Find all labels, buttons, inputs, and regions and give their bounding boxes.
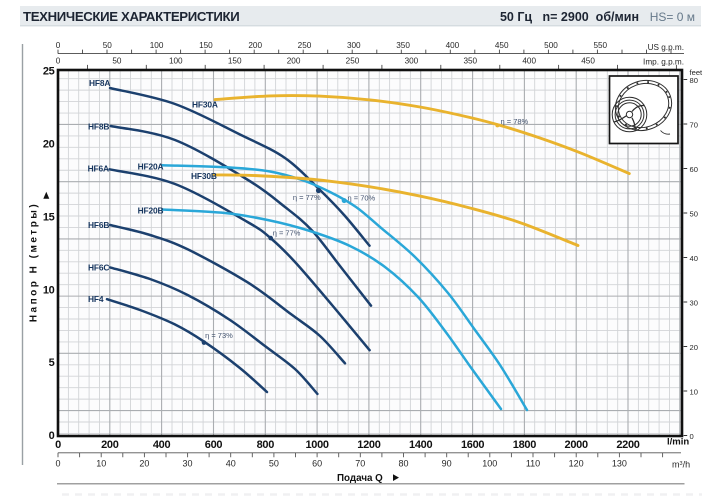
svg-text:Подача Q: Подача Q [337, 473, 383, 484]
svg-text:HF6C: HF6C [88, 263, 109, 273]
svg-text:0: 0 [55, 439, 61, 451]
svg-text:HS= 0 м: HS= 0 м [650, 10, 695, 24]
svg-text:200: 200 [101, 439, 119, 451]
svg-text:η = 78%: η = 78% [501, 117, 529, 126]
svg-text:450: 450 [495, 41, 509, 50]
svg-text:2200: 2200 [616, 439, 639, 451]
svg-text:20: 20 [43, 139, 55, 151]
svg-text:m3/h: m3/h [672, 460, 690, 470]
svg-text:30: 30 [182, 459, 192, 469]
svg-text:80: 80 [690, 76, 698, 85]
svg-text:Напор H (метры): Напор H (метры) [29, 202, 40, 322]
svg-text:70: 70 [355, 459, 365, 469]
svg-text:0: 0 [49, 430, 55, 442]
svg-text:250: 250 [298, 41, 312, 50]
svg-text:50: 50 [690, 209, 698, 218]
svg-text:10: 10 [690, 387, 698, 396]
svg-text:HF8B: HF8B [88, 122, 109, 132]
svg-text:50: 50 [103, 41, 113, 50]
svg-text:20: 20 [690, 343, 698, 352]
svg-text:η = 77%: η = 77% [273, 229, 301, 238]
svg-text:50 Гц n= 2900 об/мин: 50 Гц n= 2900 об/мин [500, 10, 639, 24]
svg-text:550: 550 [593, 41, 607, 50]
svg-text:70: 70 [690, 120, 698, 129]
svg-text:HF20B: HF20B [138, 205, 164, 215]
svg-text:600: 600 [205, 439, 223, 451]
svg-text:80: 80 [398, 459, 408, 469]
svg-text:60: 60 [312, 459, 322, 469]
svg-text:110: 110 [526, 459, 540, 469]
svg-text:60: 60 [690, 165, 698, 174]
svg-text:US g.p.m.: US g.p.m. [648, 43, 684, 52]
svg-text:350: 350 [396, 41, 410, 50]
svg-text:400: 400 [446, 41, 460, 50]
svg-text:50: 50 [269, 459, 279, 469]
svg-text:0: 0 [690, 432, 694, 441]
svg-text:90: 90 [442, 459, 452, 469]
svg-text:feet: feet [690, 68, 704, 77]
svg-text:Imp. g.p.m.: Imp. g.p.m. [643, 58, 684, 67]
svg-text:0: 0 [56, 41, 61, 50]
svg-text:500: 500 [544, 41, 558, 50]
svg-text:350: 350 [463, 56, 477, 65]
svg-text:0: 0 [55, 459, 60, 469]
svg-text:300: 300 [405, 56, 419, 65]
svg-text:150: 150 [199, 41, 213, 50]
svg-text:400: 400 [153, 439, 171, 451]
svg-text:30: 30 [690, 298, 698, 307]
svg-text:1000: 1000 [305, 439, 328, 451]
svg-text:1200: 1200 [357, 439, 380, 451]
svg-text:HF6B: HF6B [88, 220, 109, 230]
svg-text:130: 130 [612, 459, 627, 469]
svg-text:100: 100 [150, 41, 164, 50]
svg-text:200: 200 [287, 56, 301, 65]
svg-text:15: 15 [43, 211, 55, 223]
svg-text:0: 0 [56, 56, 61, 65]
svg-text:800: 800 [257, 439, 275, 451]
svg-text:40: 40 [226, 459, 236, 469]
svg-text:20: 20 [139, 459, 149, 469]
svg-text:HF6A: HF6A [88, 164, 109, 174]
svg-text:200: 200 [248, 41, 262, 50]
svg-text:250: 250 [346, 56, 360, 65]
svg-text:120: 120 [569, 459, 584, 469]
svg-text:HF8A: HF8A [89, 78, 110, 88]
svg-text:10: 10 [96, 459, 106, 469]
svg-text:25: 25 [43, 66, 55, 78]
svg-text:10: 10 [43, 284, 55, 296]
svg-text:l/min: l/min [667, 437, 689, 448]
svg-text:HF20A: HF20A [138, 162, 164, 172]
svg-text:100: 100 [169, 56, 183, 65]
svg-text:η = 73%: η = 73% [205, 331, 233, 340]
svg-text:1800: 1800 [513, 439, 536, 451]
svg-text:50: 50 [112, 56, 122, 65]
svg-text:300: 300 [347, 41, 361, 50]
svg-text:450: 450 [581, 56, 595, 65]
svg-text:5: 5 [49, 357, 55, 369]
svg-text:1400: 1400 [409, 439, 432, 451]
svg-text:2000: 2000 [565, 439, 588, 451]
svg-text:40: 40 [690, 254, 698, 263]
svg-text:HF30A: HF30A [192, 100, 218, 110]
svg-text:150: 150 [228, 56, 242, 65]
svg-text:ТЕХНИЧЕСКИЕ ХАРАКТЕРИСТИКИ: ТЕХНИЧЕСКИЕ ХАРАКТЕРИСТИКИ [23, 9, 239, 24]
svg-text:HF4: HF4 [88, 294, 104, 304]
svg-text:100: 100 [482, 459, 497, 469]
svg-text:HF30B: HF30B [191, 171, 217, 181]
svg-text:η = 70%: η = 70% [348, 194, 376, 203]
svg-text:η = 77%: η = 77% [293, 193, 321, 202]
svg-text:1600: 1600 [461, 439, 484, 451]
svg-text:400: 400 [522, 56, 536, 65]
